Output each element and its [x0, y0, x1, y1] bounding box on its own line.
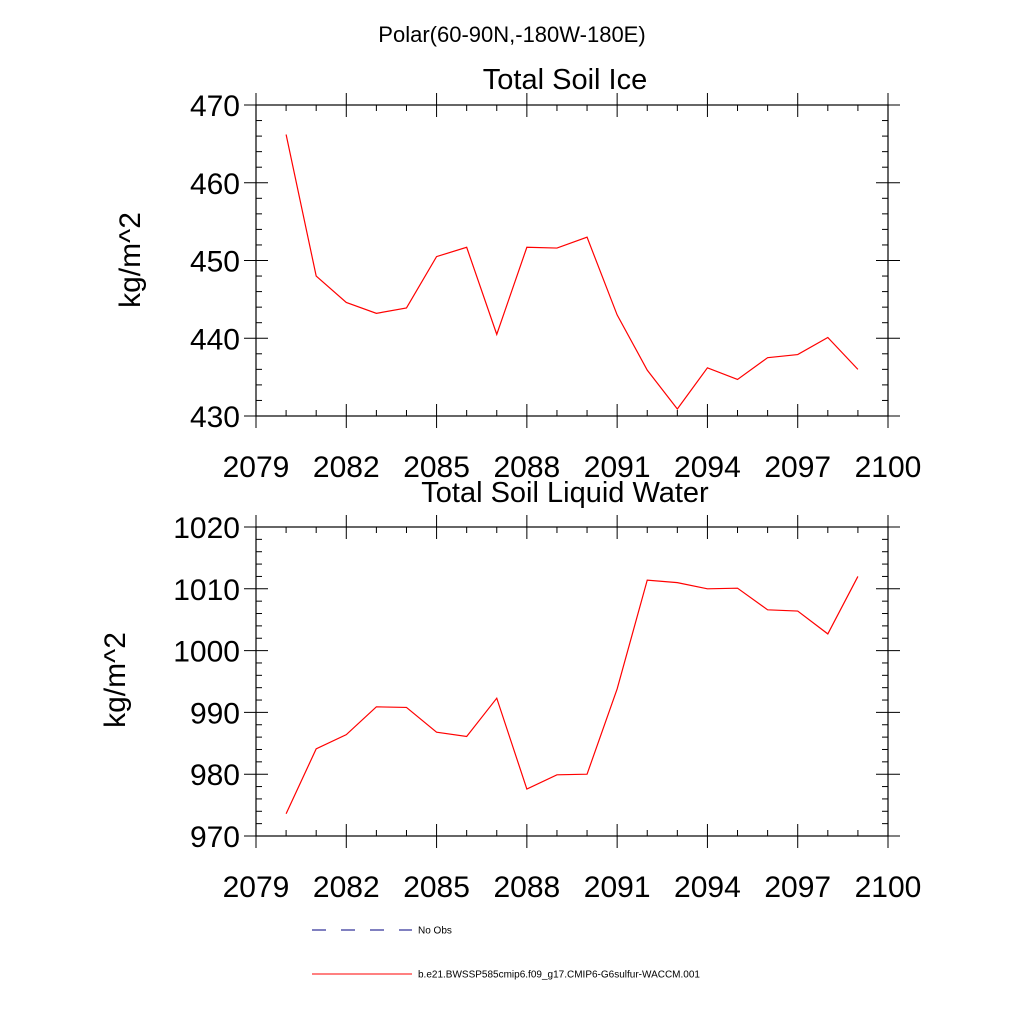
panel-title: Total Soil Ice	[483, 64, 647, 96]
x-tick-label: 2094	[674, 871, 741, 904]
y-tick-label: 460	[190, 168, 240, 201]
x-tick-label: 2097	[764, 871, 831, 904]
axes: 2079 2082 2085 2088 2091 2094 2097 2100 430 440 45…	[190, 90, 921, 484]
axes: 2079 2082 2085 2088 2091 2094 2097 2100 970 980 99…	[173, 512, 921, 904]
legend-entry-no-obs: No Obs	[312, 926, 452, 937]
x-tick-label: 2100	[855, 871, 922, 904]
x-tick-label: 2085	[403, 451, 470, 484]
legend-entry-model: b.e21.BWSSP585cmip6.f09_g17.CMIP6-G6sulf…	[312, 970, 700, 981]
x-tick-label: 2088	[493, 451, 560, 484]
y-tick-label: 1010	[173, 574, 240, 607]
y-tick-label: 990	[190, 697, 240, 730]
series-layer	[285, 134, 859, 410]
x-tick-label: 2082	[313, 871, 380, 904]
legend-label: No Obs	[418, 926, 452, 937]
x-tick-label: 2082	[313, 451, 380, 484]
y-tick-label: 440	[190, 323, 240, 356]
figure-title: Polar(60-90N,-180W-180E)	[378, 22, 645, 47]
series-layer	[285, 576, 859, 815]
x-tick-label: 2094	[674, 451, 741, 484]
x-tick-label: 2079	[223, 451, 290, 484]
y-tick-label: 430	[190, 401, 240, 434]
x-tick-label: 2079	[223, 871, 290, 904]
y-tick-label: 970	[190, 821, 240, 854]
y-tick-label: 1000	[173, 636, 240, 669]
x-tick-label: 2100	[855, 451, 922, 484]
y-tick-label: 470	[190, 90, 240, 123]
x-tick-label: 2091	[584, 451, 651, 484]
series-line	[285, 576, 859, 815]
x-tick-label: 2091	[584, 871, 651, 904]
y-tick-label: 450	[190, 246, 240, 279]
y-axis-label: kg/m^2	[99, 632, 132, 728]
y-tick-label: 1020	[173, 512, 240, 545]
plot-frame	[255, 526, 889, 837]
y-tick-label: 980	[190, 759, 240, 792]
plot-frame	[255, 104, 889, 417]
y-axis-label: kg/m^2	[114, 212, 147, 308]
legend-label: b.e21.BWSSP585cmip6.f09_g17.CMIP6-G6sulf…	[418, 970, 700, 981]
panel-total-soil-ice: Total Soil Ice kg/m^2 2079 2082 2085 2088 20…	[114, 64, 921, 484]
legend: No Obs b.e21.BWSSP585cmip6.f09_g17.CMIP6…	[312, 926, 700, 981]
panel-title: Total Soil Liquid Water	[421, 477, 709, 509]
x-tick-label: 2085	[403, 871, 470, 904]
panel-total-soil-liquid-water: Total Soil Liquid Water kg/m^2 2079 2082 2…	[99, 477, 921, 904]
x-tick-label: 2088	[493, 871, 560, 904]
series-line	[285, 134, 859, 410]
x-tick-label: 2097	[764, 451, 831, 484]
